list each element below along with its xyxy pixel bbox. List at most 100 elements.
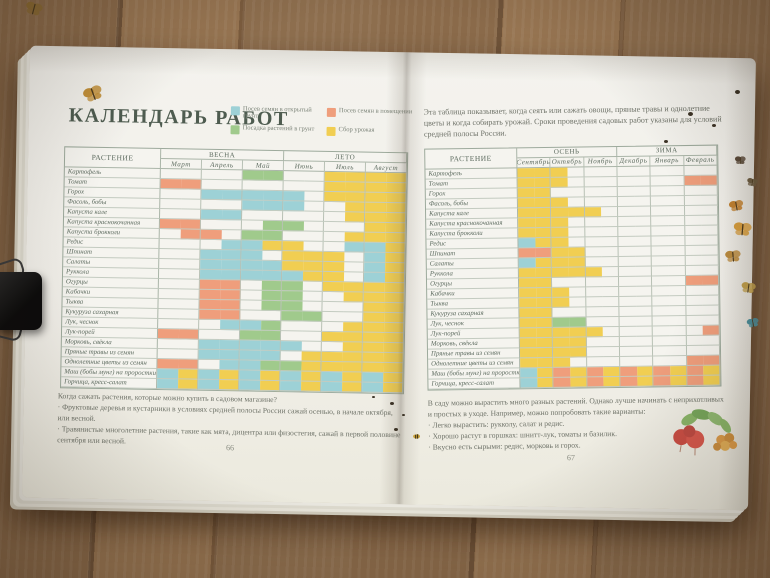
calendar-cell [240,320,261,331]
calendar-cell [619,306,637,317]
month-header: Май [242,160,285,172]
calendar-cell [157,348,179,360]
calendar-cell [568,256,586,268]
calendar-cell [179,249,201,260]
calendar-cell [602,256,619,267]
calendar-cell [343,282,364,293]
calendar-cell [157,358,179,370]
legend-label: Сбор урожая [338,126,375,134]
calendar-cell [179,239,201,250]
calendar-cell [324,171,346,183]
calendar-cell [551,207,569,218]
calendar-cell [261,280,282,292]
calendar-cell [180,219,201,230]
calendar-cell [302,261,324,272]
yellow-swatch-icon [326,126,336,136]
calendar-cell [344,232,365,243]
calendar-cell [364,222,386,233]
calendar-cell [550,167,568,178]
calendar-cell [519,297,537,308]
teal-swatch-icon [230,106,240,116]
calendar-cell [343,292,364,303]
calendar-cell [569,336,587,348]
calendar-cell [701,245,719,256]
calendar-cell [302,251,324,262]
calendar-cell [585,296,603,307]
calendar-cell [324,191,345,203]
calendar-cell [361,382,383,393]
calendar-cell [160,188,182,200]
calendar-cell [569,316,587,328]
calendar-cell [362,342,384,353]
calendar-cell [363,312,384,323]
calendar-cell [323,231,345,243]
month-header: Июнь [283,161,326,172]
calendar-cell [603,336,620,347]
calendar-cell [535,287,553,298]
calendar-cell [280,361,302,372]
calendar-cell [651,195,668,207]
calendar-cell [517,207,535,218]
calendar-cell [201,189,223,201]
calendar-cell [618,236,636,247]
calendar-cell [260,350,281,362]
calendar-cell [637,376,654,387]
calendar-cell [652,305,670,317]
calendar-cell [342,322,364,333]
calendar-cell [322,311,343,323]
calendar-cell [362,352,384,363]
calendar-cell [280,371,301,382]
calendar-cell [365,202,386,213]
calendar-cell [239,330,261,341]
calendar-cell [239,380,260,391]
calendar-cell [241,240,263,251]
plant-label: Горчица, кресс-салат [428,377,521,390]
calendar-cell [518,217,535,228]
calendar-cell [553,377,571,388]
calendar-cell [518,267,536,278]
calendar-cell [684,195,702,206]
calendar-cell [364,252,385,263]
calendar-cell [669,305,687,316]
page-top-shading [29,45,756,85]
calendar-cell [302,281,323,292]
calendar-cell [242,170,264,181]
calendar-cell [283,181,305,192]
calendar-cell [159,208,181,220]
calendar-cell [517,197,535,208]
intro-paragraph: Эта таблица показывает, когда сеять или … [423,103,722,140]
calendar-cell [240,310,261,321]
calendar-cell [651,215,669,227]
calendar-cell [602,326,620,337]
calendar-cell [568,216,585,228]
calendar-cell [670,365,688,376]
calendar-cell [323,261,344,273]
calendar-cell [685,255,703,266]
calendar-cell [262,210,284,222]
calendar-cell [618,256,636,267]
calendar-cell [222,180,243,191]
calendar-cell [240,280,262,291]
calendar-cell [685,235,702,246]
calendar-cell [584,186,602,197]
calendar-cell [198,349,220,361]
calendar-cell [652,315,670,327]
calendar-cell [684,225,702,236]
month-header: Январь [650,155,685,167]
calendar-cell [261,270,283,282]
calendar-cell [382,362,404,374]
calendar-cell [301,341,322,352]
calendar-cell [685,245,702,256]
calendar-cell [701,255,719,266]
calendar-cell [385,222,406,234]
calendar-cell [634,216,652,227]
calendar-cell [520,357,537,368]
calendar-cell [177,369,199,380]
calendar-cell [585,276,603,287]
calendar-cell [536,367,554,378]
clip-body [0,272,42,330]
calendar-cell [701,185,718,196]
calendar-cell [651,205,669,217]
calendar-cell [518,257,536,268]
